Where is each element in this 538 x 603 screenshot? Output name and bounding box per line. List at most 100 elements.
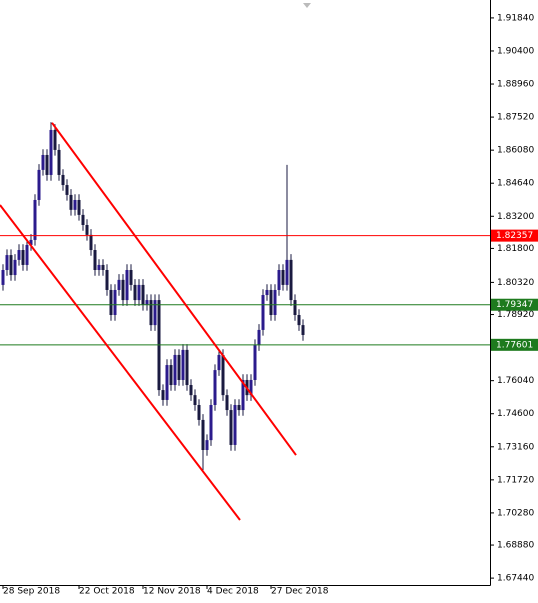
candle-body — [249, 379, 253, 396]
candle-body — [117, 279, 121, 290]
x-tick-label: 4 Dec 2018 — [207, 587, 259, 597]
candle-body — [41, 154, 45, 170]
x-tick-label: 22 Oct 2018 — [79, 587, 135, 597]
y-tick-label: 1.78920 — [497, 310, 534, 320]
candle-body — [257, 329, 261, 346]
y-tick-label: 1.70280 — [497, 508, 534, 518]
y-tick-label: 1.81800 — [497, 244, 534, 254]
y-tick-label: 1.90400 — [497, 46, 534, 56]
y-tick-label: 1.74600 — [497, 409, 534, 419]
candle-body — [85, 225, 89, 235]
candle-body — [277, 270, 281, 290]
y-tick-label: 1.80320 — [497, 278, 534, 288]
candle-body — [241, 379, 245, 411]
candle-body — [189, 385, 193, 396]
candle-body — [141, 284, 145, 305]
candle-body — [81, 214, 85, 225]
candle-body — [109, 289, 113, 315]
level-label-bg — [491, 298, 538, 311]
candle-body — [21, 250, 25, 265]
candle-body — [161, 390, 165, 400]
candle-body — [129, 270, 133, 285]
candle-body — [57, 149, 61, 175]
candle-body — [237, 405, 241, 411]
candle-body — [17, 250, 21, 260]
candle-body — [201, 419, 205, 450]
y-tick-label: 1.84640 — [497, 179, 534, 189]
candle-body — [69, 194, 73, 210]
level-label-bg — [491, 338, 538, 351]
candle-body — [289, 259, 293, 301]
candle-body — [25, 244, 29, 265]
candle-body — [121, 279, 125, 301]
candle-body — [37, 169, 41, 200]
candle-body — [177, 354, 181, 380]
candle-body — [125, 270, 129, 301]
level-label: 1.77601 — [496, 340, 533, 350]
candle-body — [5, 255, 9, 270]
candle-body — [253, 345, 257, 380]
trendline — [51, 122, 297, 456]
y-tick-label: 1.68880 — [497, 541, 534, 551]
candle-body — [293, 300, 297, 315]
candle-body — [73, 199, 77, 210]
candle-body — [169, 365, 173, 386]
candle-body — [281, 270, 285, 285]
candle-body — [185, 349, 189, 386]
candle-body — [13, 259, 17, 276]
y-tick-label: 1.87520 — [497, 113, 534, 123]
candle-body — [61, 174, 65, 186]
candle-body — [217, 354, 221, 371]
candle-body — [93, 250, 97, 270]
y-tick-label: 1.88960 — [497, 80, 534, 90]
x-tick-label: 28 Sep 2018 — [3, 587, 60, 597]
level-label: 1.79347 — [496, 300, 533, 310]
candle-body — [49, 129, 53, 175]
candle-body — [145, 300, 149, 305]
candle-body — [261, 295, 265, 330]
trendline — [0, 204, 241, 521]
candle-body — [133, 284, 137, 301]
candle-body — [53, 129, 57, 150]
candle-body — [229, 410, 233, 445]
candle-body — [33, 199, 37, 240]
candle-body — [273, 289, 277, 315]
shift-marker — [303, 3, 311, 8]
level-label: 1.82357 — [496, 231, 533, 241]
candle-body — [193, 395, 197, 405]
candle-body — [297, 315, 301, 326]
candle-body — [137, 284, 141, 301]
y-tick-label: 1.86080 — [497, 146, 534, 156]
candle-body — [65, 185, 69, 195]
candle-body — [269, 289, 273, 315]
candle-body — [209, 405, 213, 441]
candle-body — [45, 154, 49, 175]
candle-body — [173, 354, 177, 386]
y-tick-label: 1.67440 — [497, 574, 534, 584]
candle-body — [153, 300, 157, 326]
y-tick-label: 1.71720 — [497, 475, 534, 485]
candle-body — [165, 365, 169, 400]
candle-body — [1, 270, 5, 285]
candle-body — [205, 440, 209, 450]
candle-body — [77, 199, 81, 215]
candle-body — [89, 234, 93, 251]
candle-body — [233, 405, 237, 445]
candle-body — [301, 325, 305, 335]
y-tick-label: 1.73160 — [497, 442, 534, 452]
candle-body — [149, 300, 153, 326]
candle-body — [225, 395, 229, 411]
candle-body — [285, 259, 289, 285]
candle-body — [29, 239, 33, 245]
candle-body — [113, 289, 117, 315]
candle-body — [105, 270, 109, 290]
candle-body — [181, 349, 185, 380]
candle-body — [101, 264, 105, 270]
x-tick-label: 27 Dec 2018 — [271, 587, 329, 597]
candle-body — [265, 289, 269, 296]
level-label-bg — [491, 229, 538, 242]
candle-body — [221, 354, 225, 396]
y-tick-label: 1.83200 — [497, 212, 534, 222]
